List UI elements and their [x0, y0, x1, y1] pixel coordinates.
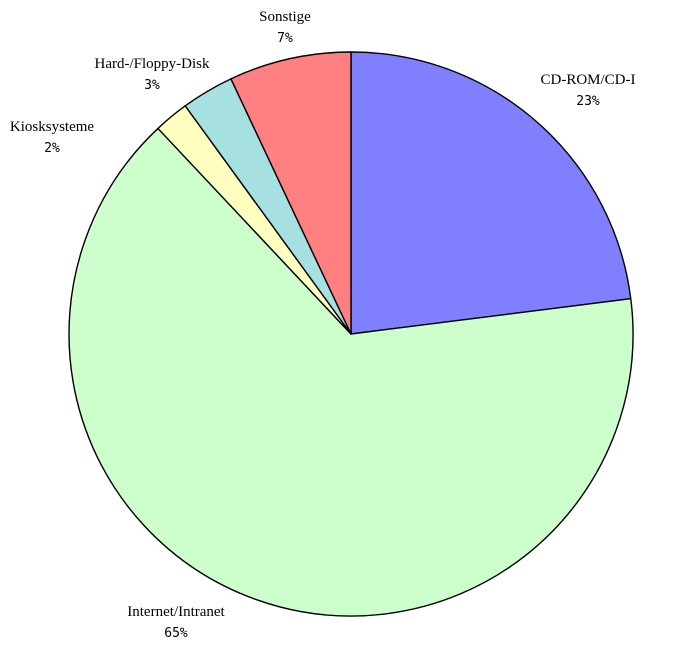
slice-value-label: 23% — [576, 94, 600, 109]
slice-label: Internet/Intranet — [127, 604, 225, 620]
slices-layer — [69, 52, 633, 616]
slice-label: Kiosksysteme — [10, 119, 95, 135]
slice-value-label: 2% — [44, 141, 60, 156]
slice-value-label: 3% — [144, 78, 160, 93]
slice-value-label: 7% — [277, 31, 293, 46]
slice-label: Hard-/Floppy-Disk — [95, 56, 210, 72]
slice-label: CD-ROM/CD-I — [540, 72, 635, 88]
slice-label: Sonstige — [259, 9, 311, 25]
slice-value-label: 65% — [164, 626, 188, 641]
